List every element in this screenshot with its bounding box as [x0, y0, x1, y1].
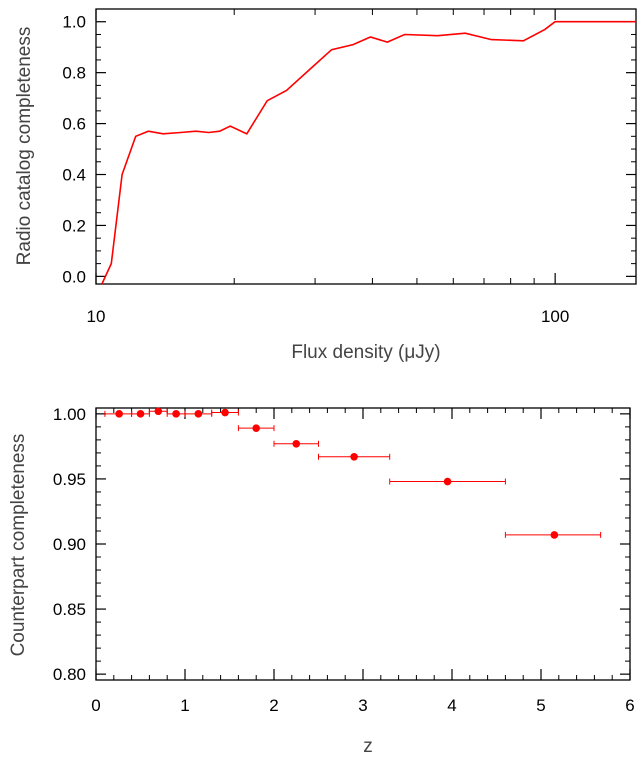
y-tick-label: 0.90: [53, 535, 86, 554]
tick-marks: [95, 408, 631, 680]
counterpart-completeness-chart: 0.80 0.85 0.90 0.95 1.00 0 1 2 3 4 5 6 z Counterpa…: [8, 405, 635, 757]
data-point: [154, 407, 163, 416]
data-point: [550, 531, 559, 539]
data-point: [194, 410, 203, 418]
radio-completeness-chart: 0.0 0.2 0.4 0.6 0.8 1.0 10 100 Flux density (μ…: [14, 8, 637, 363]
data-point: [443, 477, 452, 486]
y-tick-label: 1.0: [62, 13, 86, 32]
x-axis-title: z: [363, 736, 373, 757]
x-tick-label: 10: [87, 307, 106, 326]
x-tick-labels: 10 100: [87, 307, 570, 326]
data-point: [221, 408, 229, 417]
x-tick-label: 100: [541, 307, 569, 326]
x-tick-labels: 0 1 2 3 4 5 6: [91, 696, 634, 715]
plot-frame: [95, 8, 637, 285]
y-tick-labels: 0.0 0.2 0.4 0.6 0.8 1.0: [62, 13, 86, 287]
x-tick-label: 1: [180, 696, 189, 715]
y-tick-label: 0.0: [62, 267, 86, 286]
x-tick-label: 0: [91, 696, 100, 715]
y-tick-label: 0.80: [53, 665, 86, 684]
y-tick-labels: 0.80 0.85 0.90 0.95 1.00: [53, 405, 86, 684]
completeness-line: [101, 20, 636, 285]
x-tick-label: 6: [625, 696, 634, 715]
y-tick-label: 0.2: [62, 216, 86, 235]
y-tick-label: 1.00: [53, 405, 86, 424]
x-tick-label: 3: [358, 696, 367, 715]
data-point: [136, 410, 145, 418]
data-points: [104, 407, 602, 539]
y-axis-title: Radio catalog completeness: [14, 27, 35, 266]
y-tick-label: 0.95: [53, 470, 86, 489]
x-axis-title: Flux density (μJy): [291, 342, 440, 363]
x-tick-label: 2: [269, 696, 278, 715]
x-tick-label: 4: [447, 696, 456, 715]
y-axis-title: Counterpart completeness: [8, 434, 29, 657]
data-point: [292, 439, 301, 448]
y-tick-label: 0.4: [62, 166, 86, 185]
data-point: [115, 410, 123, 418]
y-tick-label: 0.6: [62, 115, 86, 134]
y-tick-label: 0.85: [53, 600, 86, 619]
data-point: [252, 424, 260, 432]
data-point: [172, 410, 180, 418]
tick-marks: [95, 9, 636, 284]
plot-frame: [95, 407, 631, 681]
y-tick-label: 0.8: [62, 64, 86, 83]
data-point: [350, 453, 358, 461]
x-tick-label: 5: [536, 696, 545, 715]
